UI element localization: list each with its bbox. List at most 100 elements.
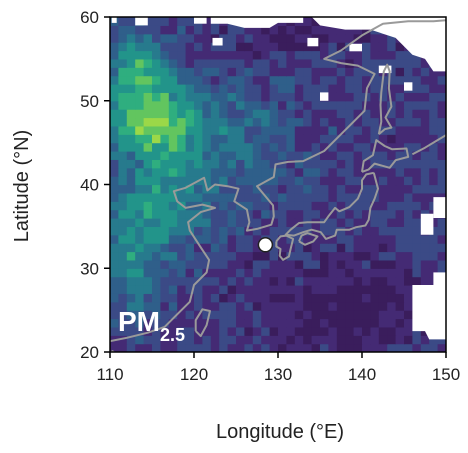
grid-cell (252, 259, 262, 269)
grid-cell (395, 84, 405, 93)
grid-cell (168, 343, 178, 352)
grid-cell (278, 58, 287, 68)
grid-cell (202, 243, 212, 253)
grid-cell (185, 251, 195, 261)
grid-cell (236, 33, 245, 43)
grid-cell (336, 167, 346, 177)
grid-cell (303, 25, 313, 35)
grid-cell (294, 301, 304, 311)
grid-cell (336, 335, 346, 345)
grid-cell (404, 226, 413, 236)
x-axis-label: Longitude (°E) (216, 421, 344, 443)
grid-cell (252, 343, 262, 352)
grid-cell (110, 310, 119, 320)
grid-cell (168, 33, 178, 43)
grid-cell (244, 75, 254, 85)
grid-cell (269, 100, 279, 110)
grid-cell (336, 75, 346, 85)
grid-cell (252, 192, 262, 202)
grid-cell (261, 293, 271, 303)
grid-cell (160, 234, 170, 244)
grid-cell (135, 259, 145, 269)
grid-cell (269, 151, 279, 160)
grid-cell (261, 326, 271, 336)
grid-cell (378, 176, 388, 186)
grid-cell (168, 125, 178, 135)
grid-cell (269, 117, 279, 127)
grid-cell (336, 159, 346, 169)
grid-cell (362, 234, 371, 244)
grid-cell (227, 67, 237, 77)
grid-cell (286, 226, 296, 236)
grid-cell (143, 293, 153, 303)
grid-cell (370, 326, 380, 336)
grid-cell (219, 326, 229, 336)
grid-cell (378, 184, 388, 194)
grid-cell (420, 134, 430, 144)
grid-cell (168, 259, 178, 269)
grid-cell (252, 25, 262, 35)
grid-cell (336, 33, 346, 43)
grid-cell (269, 343, 279, 352)
grid-cell (194, 259, 203, 269)
grid-cell (269, 276, 279, 286)
grid-cell (437, 335, 446, 345)
grid-cell (261, 167, 271, 177)
grid-cell (370, 201, 380, 211)
grid-cell (278, 335, 287, 345)
grid-cell (420, 84, 430, 93)
grid-cell (177, 318, 187, 328)
y-tick-label: 50 (80, 92, 99, 111)
grid-cell (177, 58, 187, 68)
grid-cell (345, 276, 355, 286)
grid-cell (152, 268, 161, 278)
grid-cell (286, 33, 296, 43)
grid-cell (126, 310, 136, 320)
grid-cell (395, 192, 405, 202)
grid-cell (261, 75, 271, 85)
grid-cell (404, 117, 413, 127)
grid-cell (320, 50, 329, 60)
grid-cell (152, 17, 161, 26)
grid-cell (420, 243, 430, 253)
grid-cell (236, 335, 245, 345)
grid-cell (303, 58, 313, 68)
grid-cell (160, 92, 170, 102)
grid-cell (378, 326, 388, 336)
grid-cell (362, 335, 371, 345)
grid-cell (395, 125, 405, 135)
grid-cell (269, 234, 279, 244)
grid-cell (118, 259, 128, 269)
grid-cell (210, 218, 220, 227)
grid-cell (177, 17, 187, 26)
grid-cell (152, 134, 161, 144)
grid-cell (185, 33, 195, 43)
grid-cell (185, 17, 195, 26)
grid-cell (336, 234, 346, 244)
grid-cell (269, 251, 279, 261)
grid-cell (227, 243, 237, 253)
grid-cell (387, 167, 397, 177)
grid-cell (294, 268, 304, 278)
grid-cell (244, 84, 254, 93)
grid-cell (311, 268, 321, 278)
grid-cell (219, 276, 229, 286)
grid-cell (311, 142, 321, 152)
grid-cell (252, 176, 262, 186)
grid-cell (185, 159, 195, 169)
grid-cell (303, 184, 313, 194)
grid-cell (345, 100, 355, 110)
grid-cell (362, 159, 371, 169)
grid-cell (236, 134, 245, 144)
grid-cell (252, 125, 262, 135)
grid-cell (303, 335, 313, 345)
grid-cell (194, 67, 203, 77)
grid-cell (160, 84, 170, 93)
grid-cell (378, 33, 388, 43)
grid-cell (269, 42, 279, 52)
grid-cell (185, 58, 195, 68)
grid-cell (126, 142, 136, 152)
grid-cell (210, 301, 220, 311)
grid-cell (420, 201, 430, 211)
grid-cell (227, 84, 237, 93)
